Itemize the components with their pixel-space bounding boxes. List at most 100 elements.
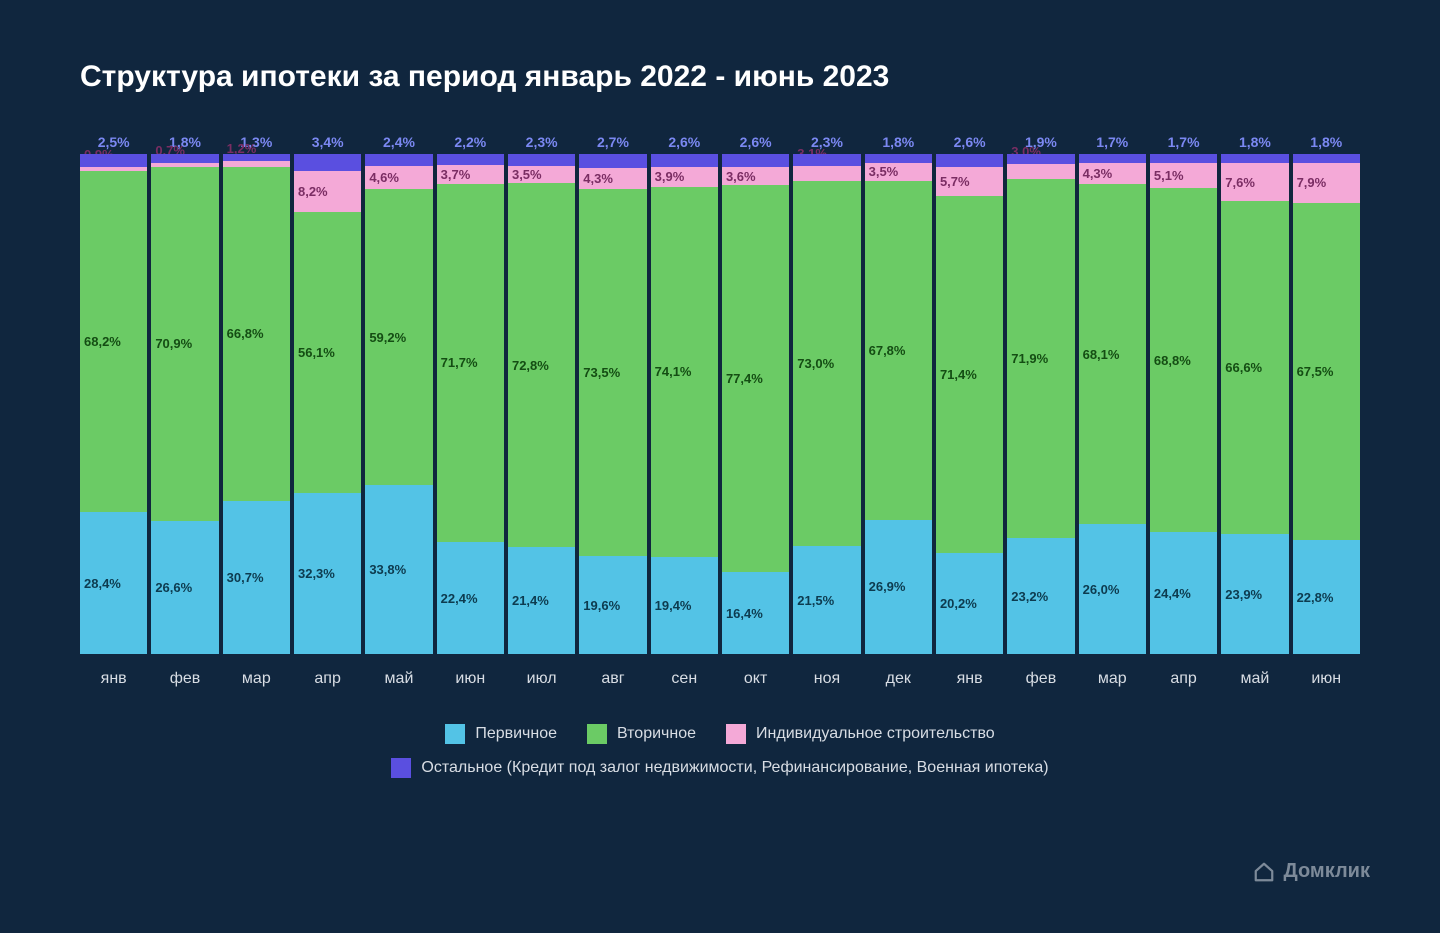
- segment-secondary: 73,0%: [793, 181, 860, 546]
- segment-value-label: 7,6%: [1225, 175, 1255, 190]
- segment-secondary: 59,2%: [365, 189, 432, 485]
- legend-swatch: [391, 758, 411, 778]
- house-icon: [1253, 861, 1275, 883]
- segment-value-label: 26,6%: [155, 580, 192, 595]
- segment-value-label: 71,9%: [1011, 351, 1048, 366]
- segment-other: [294, 154, 361, 171]
- x-axis-label: янв: [80, 670, 147, 688]
- legend-label: Остальное (Кредит под залог недвижимости…: [421, 759, 1048, 777]
- bar-column: 2,6%20,2%71,4%5,7%: [936, 134, 1003, 654]
- x-axis-label: июн: [437, 670, 504, 688]
- segment-secondary: 56,1%: [294, 212, 361, 493]
- bar-column: 2,4%33,8%59,2%4,6%: [365, 134, 432, 654]
- segment-primary: 22,4%: [437, 542, 504, 654]
- segment-other: [508, 154, 575, 166]
- segment-individual: 4,3%: [579, 168, 646, 189]
- segment-secondary: 72,8%: [508, 183, 575, 547]
- segment-secondary: 68,8%: [1150, 188, 1217, 532]
- x-axis-label: июн: [1293, 670, 1360, 688]
- bar-column: 2,7% 19,6% 73,5% 4,3%: [579, 134, 646, 654]
- stacked-bar: 26,9%67,8%3,5%: [865, 154, 932, 654]
- segment-primary: 32,3%: [294, 493, 361, 655]
- segment-secondary: 67,8%: [865, 181, 932, 520]
- bar-column: 1,8%26,6%70,9%0,7%: [151, 134, 218, 654]
- segment-value-label: 20,2%: [940, 596, 977, 611]
- segment-value-label: 30,7%: [227, 570, 264, 585]
- top-value-label: 2,6%: [722, 134, 789, 154]
- stacked-bar: 24,4%68,8%5,1%: [1150, 154, 1217, 654]
- top-value-label: 2,7%: [579, 134, 646, 154]
- x-axis-label: сен: [651, 670, 718, 688]
- segment-secondary: 68,1%: [1079, 184, 1146, 524]
- segment-value-label: 32,3%: [298, 566, 335, 581]
- segment-value-label: 73,0%: [797, 356, 834, 371]
- segment-primary: 21,4%: [508, 547, 575, 654]
- segment-value-label: 3,9%: [655, 169, 685, 184]
- segment-value-label: 70,9%: [155, 336, 192, 351]
- legend-swatch: [445, 724, 465, 744]
- segment-secondary: 73,5%: [579, 189, 646, 556]
- segment-value-label: 19,4%: [655, 598, 692, 613]
- top-value-label: 3,4%: [294, 134, 361, 154]
- x-axis-label: май: [365, 670, 432, 688]
- segment-primary: 26,0%: [1079, 524, 1146, 654]
- segment-primary: 26,6%: [151, 521, 218, 654]
- legend: ПервичноеВторичноеИндивидуальное строите…: [80, 724, 1360, 778]
- bar-column: 2,6%19,4%74,1%3,9%: [651, 134, 718, 654]
- chart-title: Структура ипотеки за период январь 2022 …: [80, 60, 1360, 94]
- segment-other: [1150, 154, 1217, 163]
- segment-value-label: 73,5%: [583, 365, 620, 380]
- segment-secondary: 70,9%: [151, 167, 218, 522]
- segment-value-label: 72,8%: [512, 358, 549, 373]
- x-axis-label: авг: [579, 670, 646, 688]
- bar-column: 1,8%22,8%67,5%7,9%: [1293, 134, 1360, 654]
- x-axis-label: фев: [151, 670, 218, 688]
- segment-individual: 8,2%: [294, 171, 361, 212]
- segment-other: [722, 154, 789, 167]
- segment-secondary: 66,6%: [1221, 201, 1288, 534]
- top-value-label: 1,8%: [1221, 134, 1288, 154]
- segment-individual: 3,1%: [793, 166, 860, 182]
- segment-individual: 0,7%: [151, 163, 218, 167]
- stacked-bar-chart: 2,5%28,4%68,2%0,9%1,8%26,6%70,9%0,7%1,3%…: [80, 134, 1360, 654]
- segment-other: [1221, 154, 1288, 163]
- segment-value-label: 67,8%: [869, 343, 906, 358]
- bar-column: 2,3%21,4%72,8%3,5%: [508, 134, 575, 654]
- top-value-label: 2,6%: [936, 134, 1003, 154]
- segment-value-label: 26,9%: [869, 579, 906, 594]
- bar-column: 1,8%26,9%67,8%3,5%: [865, 134, 932, 654]
- legend-swatch: [726, 724, 746, 744]
- bar-column: 2,5%28,4%68,2%0,9%: [80, 134, 147, 654]
- segment-individual: 5,7%: [936, 167, 1003, 196]
- segment-secondary: 71,7%: [437, 184, 504, 543]
- segment-primary: 19,6%: [579, 556, 646, 654]
- segment-value-label: 66,8%: [227, 326, 264, 341]
- segment-primary: 23,2%: [1007, 538, 1074, 654]
- segment-value-label: 77,4%: [726, 371, 763, 386]
- stacked-bar: 26,6% 70,9% 0,7%: [151, 154, 218, 654]
- x-axis-label: апр: [1150, 670, 1217, 688]
- bar-column: 3,4% 32,3% 56,1%8,2%: [294, 134, 361, 654]
- segment-value-label: 7,9%: [1297, 175, 1327, 190]
- top-value-label: 1,7%: [1079, 134, 1146, 154]
- segment-individual: 7,6%: [1221, 163, 1288, 201]
- segment-secondary: 74,1%: [651, 187, 718, 558]
- legend-label: Вторичное: [617, 725, 696, 743]
- segment-primary: 20,2%: [936, 553, 1003, 654]
- x-axis-label: дек: [865, 670, 932, 688]
- segment-other: [936, 154, 1003, 167]
- legend-item-other: Остальное (Кредит под залог недвижимости…: [391, 758, 1048, 778]
- segment-secondary: 77,4%: [722, 185, 789, 572]
- stacked-bar: 19,6% 73,5% 4,3%: [579, 154, 646, 654]
- segment-primary: 26,9%: [865, 520, 932, 655]
- bar-column: 2,6%16,4%77,4%3,6%: [722, 134, 789, 654]
- x-axis-label: фев: [1007, 670, 1074, 688]
- segment-primary: 30,7%: [223, 501, 290, 655]
- segment-primary: 21,5%: [793, 546, 860, 654]
- segment-other: [1007, 154, 1074, 163]
- legend-label: Первичное: [475, 725, 557, 743]
- segment-value-label: 22,4%: [441, 591, 478, 606]
- brand-logo: Домклик: [1253, 860, 1370, 883]
- x-axis-label: янв: [936, 670, 1003, 688]
- segment-other: [651, 154, 718, 167]
